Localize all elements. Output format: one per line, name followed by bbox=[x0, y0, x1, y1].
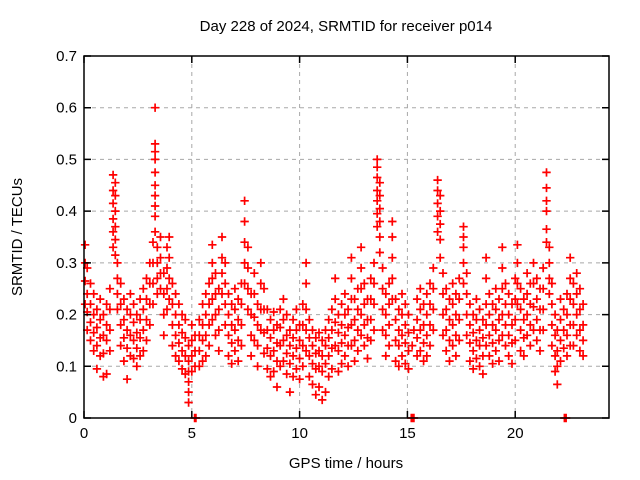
x-tick-label: 10 bbox=[291, 425, 308, 442]
y-tick-label: 0.1 bbox=[56, 358, 77, 375]
x-tick-label: 0 bbox=[80, 425, 88, 442]
x-axis-label: GPS time / hours bbox=[289, 455, 403, 472]
y-tick-label: 0 bbox=[69, 410, 77, 427]
y-tick-label: 0.6 bbox=[56, 100, 77, 117]
y-tick-labels: 0 0.1 0.2 0.3 0.4 0.5 0.6 0.7 bbox=[56, 48, 77, 427]
y-axis-label: SRMTID / TECUs bbox=[9, 178, 26, 296]
y-tick-label: 0.3 bbox=[56, 255, 77, 272]
chart-title: Day 228 of 2024, SRMTID for receiver p01… bbox=[200, 18, 493, 35]
x-tick-labels: 0 5 10 15 20 bbox=[80, 425, 524, 442]
x-tick-label: 5 bbox=[188, 425, 196, 442]
data-points bbox=[80, 103, 588, 423]
plot-border bbox=[83, 55, 610, 419]
y-tick-label: 0.2 bbox=[56, 307, 77, 324]
x-tick-label: 20 bbox=[507, 425, 524, 442]
x-tick-label: 15 bbox=[399, 425, 416, 442]
y-tick-label: 0.5 bbox=[56, 151, 77, 168]
y-tick-label: 0.7 bbox=[56, 48, 77, 65]
y-tick-label: 0.4 bbox=[56, 203, 77, 220]
tick-marks bbox=[83, 55, 609, 419]
